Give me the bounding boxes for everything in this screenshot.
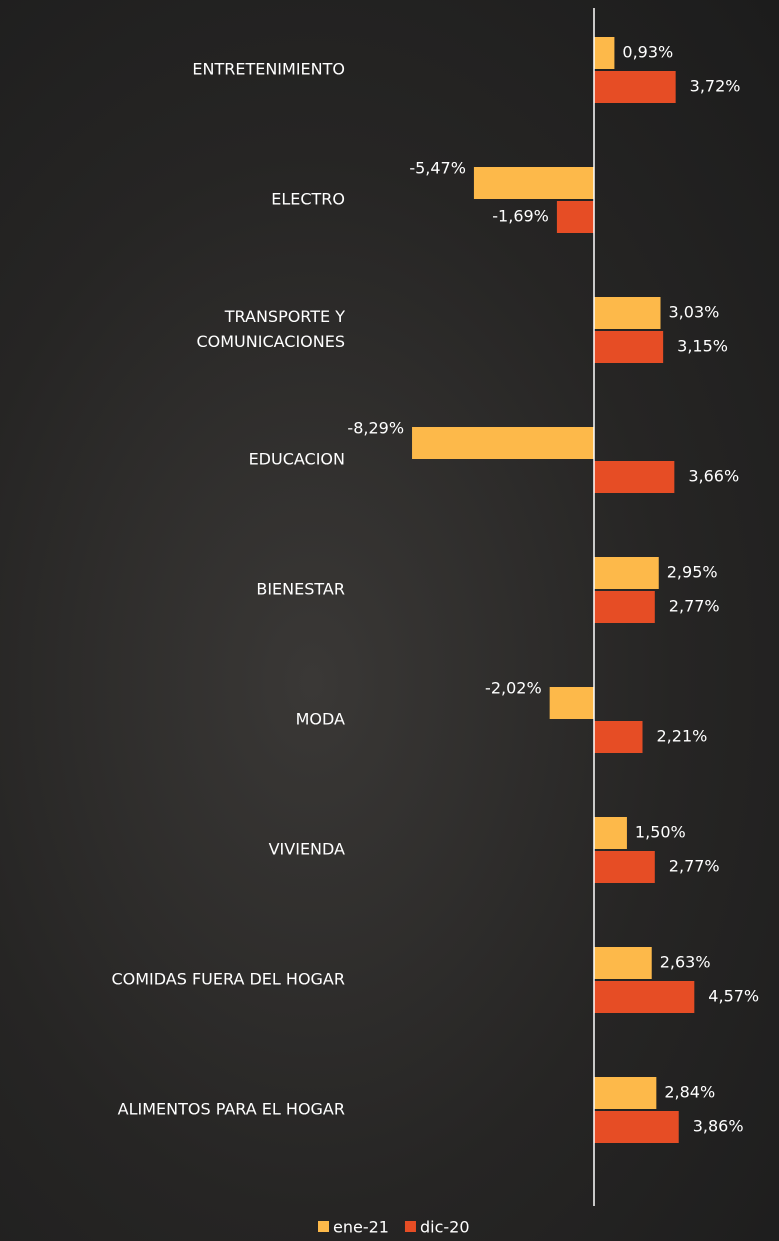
bar xyxy=(474,167,594,199)
data-label: -2,02% xyxy=(485,679,542,698)
data-label: 0,93% xyxy=(622,43,673,62)
data-label: 2,77% xyxy=(669,857,720,876)
category-label: EDUCACION xyxy=(0,448,345,473)
data-label: 2,84% xyxy=(664,1083,715,1102)
data-label: 2,77% xyxy=(669,597,720,616)
category-label: MODA xyxy=(0,708,345,733)
category-label: ELECTRO xyxy=(0,188,345,213)
category-label: COMIDAS FUERA DEL HOGAR xyxy=(0,968,345,993)
bar xyxy=(594,557,659,589)
category-label: VIVIENDA xyxy=(0,838,345,863)
bar xyxy=(557,201,594,233)
category-label: TRANSPORTE Y COMUNICACIONES xyxy=(0,305,345,355)
bar xyxy=(594,37,614,69)
bar xyxy=(594,331,663,363)
plot: 0,93% 3,72% -5,47% -1,69% 3,03% 3,15% -8,29% 3,… xyxy=(0,0,779,1241)
bar xyxy=(594,591,655,623)
bar xyxy=(412,427,594,459)
bar xyxy=(594,817,627,849)
bar xyxy=(594,721,643,753)
category-label: BIENESTAR xyxy=(0,578,345,603)
data-label: 3,72% xyxy=(690,77,741,96)
legend-swatch xyxy=(318,1221,329,1232)
bar xyxy=(594,461,674,493)
data-label: 3,15% xyxy=(677,337,728,356)
category-label: ENTRETENIMIENTO xyxy=(0,58,345,83)
bar xyxy=(550,687,594,719)
data-label: 2,63% xyxy=(660,953,711,972)
category-label: ALIMENTOS PARA EL HOGAR xyxy=(0,1098,345,1123)
legend-label: dic-20 xyxy=(420,1218,470,1237)
data-label: -5,47% xyxy=(409,159,466,178)
legend-swatch xyxy=(405,1221,416,1232)
bar xyxy=(594,981,694,1013)
data-label: -1,69% xyxy=(492,207,549,226)
data-label: -8,29% xyxy=(347,419,404,438)
data-label: 3,66% xyxy=(688,467,739,486)
bar xyxy=(594,947,652,979)
bar xyxy=(594,1077,656,1109)
bar xyxy=(594,851,655,883)
data-label: 1,50% xyxy=(635,823,686,842)
bar xyxy=(594,1111,679,1143)
data-label: 2,21% xyxy=(657,727,708,746)
data-label: 3,86% xyxy=(693,1117,744,1136)
data-label: 4,57% xyxy=(708,987,759,1006)
bar xyxy=(594,71,676,103)
chart: 0,93% 3,72% -5,47% -1,69% 3,03% 3,15% -8,29% 3,… xyxy=(0,0,779,1241)
legend-label: ene-21 xyxy=(333,1218,389,1237)
data-label: 2,95% xyxy=(667,563,718,582)
bar xyxy=(594,297,661,329)
data-label: 3,03% xyxy=(669,303,720,322)
